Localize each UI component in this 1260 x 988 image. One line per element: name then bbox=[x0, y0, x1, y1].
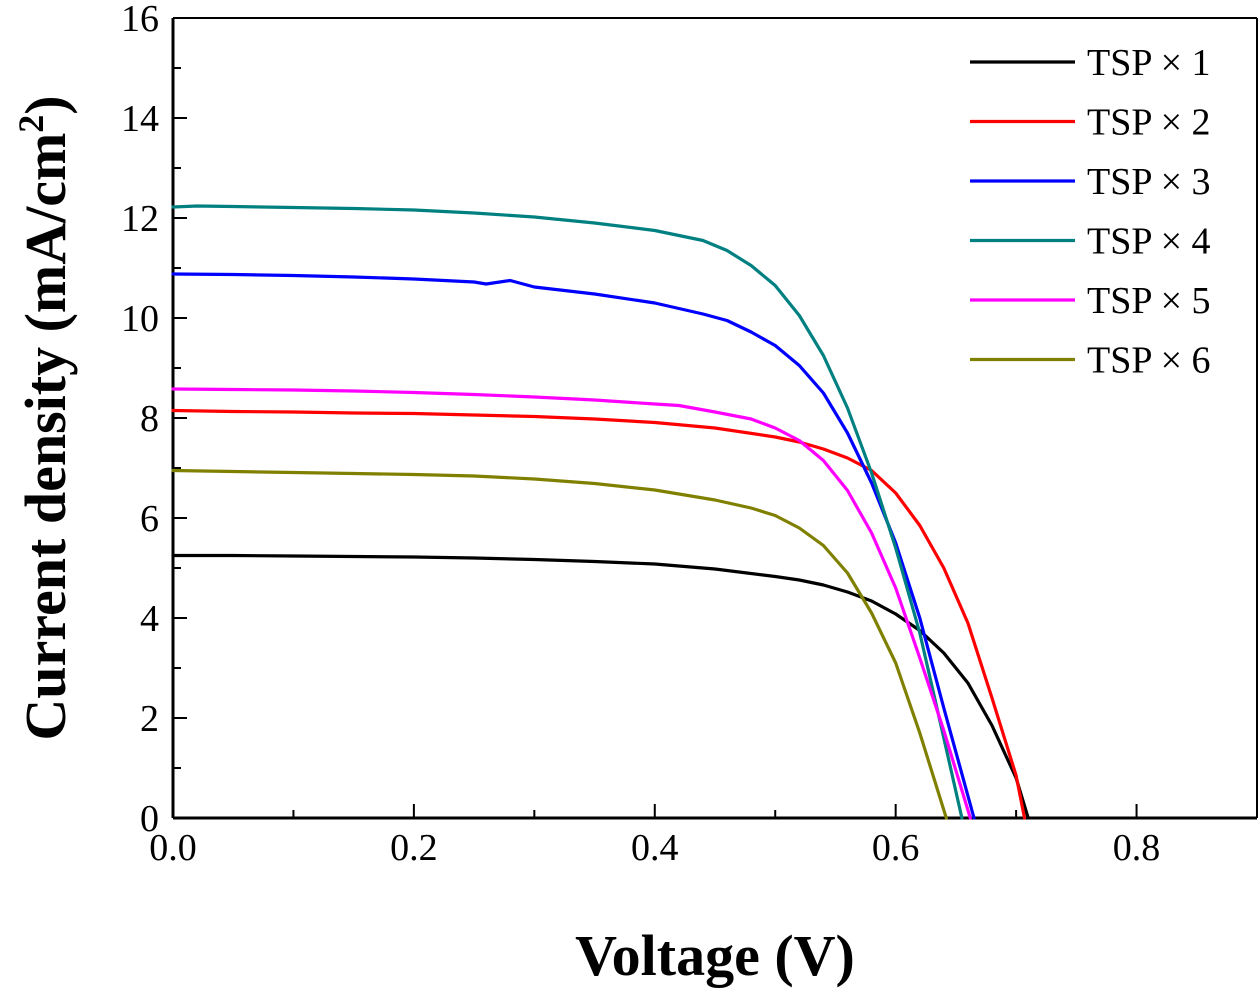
series-line-3 bbox=[171, 272, 976, 820]
x-tick-label: 0.6 bbox=[872, 827, 920, 869]
y-tick-label: 0 bbox=[140, 798, 159, 840]
y-axis-title-main: Current density (mA/cm bbox=[13, 133, 78, 741]
legend-label-1: TSP × 1 bbox=[1087, 42, 1211, 84]
series-line-5 bbox=[171, 387, 972, 820]
y-tick-label: 8 bbox=[140, 398, 159, 440]
series-line-2 bbox=[171, 408, 1027, 820]
x-tick-label: 0.2 bbox=[390, 827, 438, 869]
y-tick-label: 16 bbox=[121, 0, 159, 40]
y-axis-title-close: ) bbox=[13, 95, 78, 114]
series-lines bbox=[171, 204, 1030, 820]
y-tick-label: 2 bbox=[140, 698, 159, 740]
y-tick-label: 12 bbox=[121, 198, 159, 240]
series-line-4 bbox=[171, 204, 964, 820]
legend-label-3: TSP × 3 bbox=[1087, 161, 1211, 203]
legend-label-5: TSP × 5 bbox=[1087, 280, 1211, 322]
y-ticks: 0 2 4 6 8 10 12 14 16 bbox=[121, 0, 187, 840]
y-axis-title: Current density (mA/cm2) bbox=[11, 95, 78, 740]
x-tick-label: 0.8 bbox=[1113, 827, 1161, 869]
legend-label-6: TSP × 6 bbox=[1087, 340, 1211, 382]
y-tick-label: 14 bbox=[121, 98, 159, 140]
legend-label-2: TSP × 2 bbox=[1087, 102, 1211, 144]
legend: TSP × 1 TSP × 2 TSP × 3 TSP × 4 TSP × 5 TSP ×… bbox=[970, 42, 1211, 382]
y-tick-label: 10 bbox=[121, 298, 159, 340]
series-line-6 bbox=[171, 468, 948, 820]
series-line-1 bbox=[171, 553, 1030, 820]
x-tick-label: 0.4 bbox=[631, 827, 679, 869]
x-axis-title: Voltage (V) bbox=[575, 923, 855, 988]
x-tick-label: 0.0 bbox=[149, 827, 197, 869]
y-tick-label: 4 bbox=[140, 598, 159, 640]
legend-label-4: TSP × 4 bbox=[1087, 221, 1211, 263]
x-ticks: 0.0 0.2 0.4 0.6 0.8 bbox=[149, 804, 1258, 869]
y-tick-label: 6 bbox=[140, 498, 159, 540]
y-axis-title-superscript: 2 bbox=[11, 115, 51, 133]
